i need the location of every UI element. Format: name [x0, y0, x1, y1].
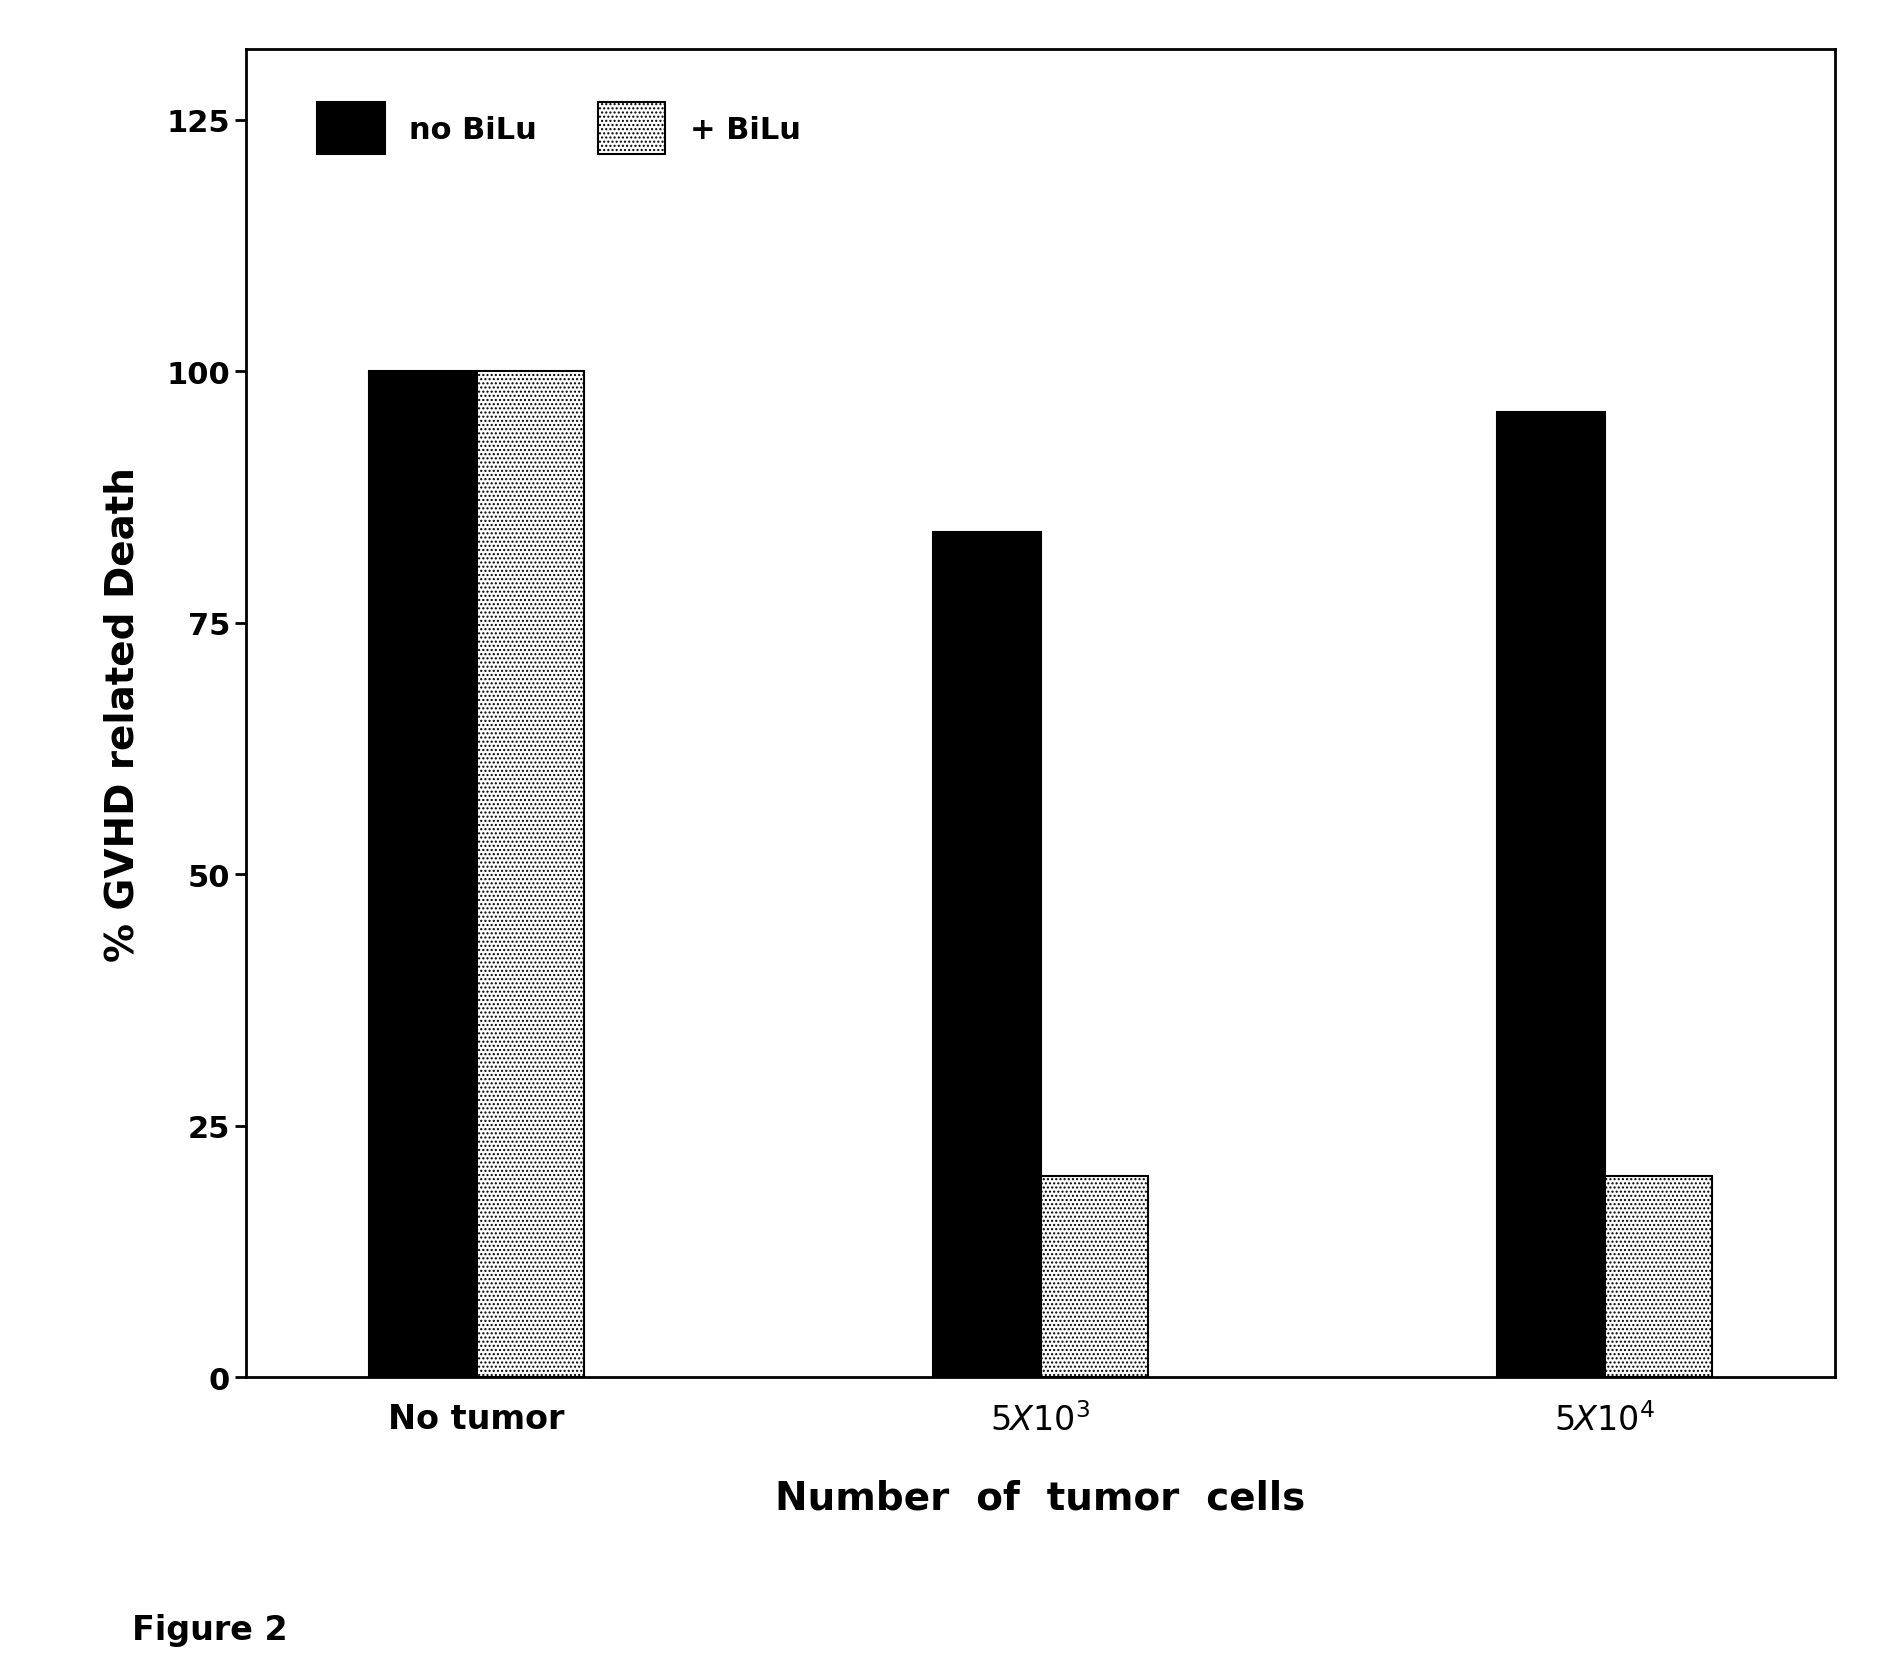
- Bar: [933, 533, 1041, 1378]
- X-axis label: Number  of  tumor  cells: Number of tumor cells: [776, 1478, 1305, 1517]
- Y-axis label: % GVHD related Death: % GVHD related Death: [104, 467, 142, 961]
- Bar: [369, 373, 477, 1378]
- Bar: [1497, 412, 1604, 1378]
- Text: Figure 2: Figure 2: [132, 1613, 288, 1646]
- Bar: [1041, 1176, 1148, 1378]
- Bar: [477, 373, 585, 1378]
- Bar: [1604, 1176, 1712, 1378]
- Legend: no BiLu, + BiLu: no BiLu, + BiLu: [293, 79, 825, 180]
